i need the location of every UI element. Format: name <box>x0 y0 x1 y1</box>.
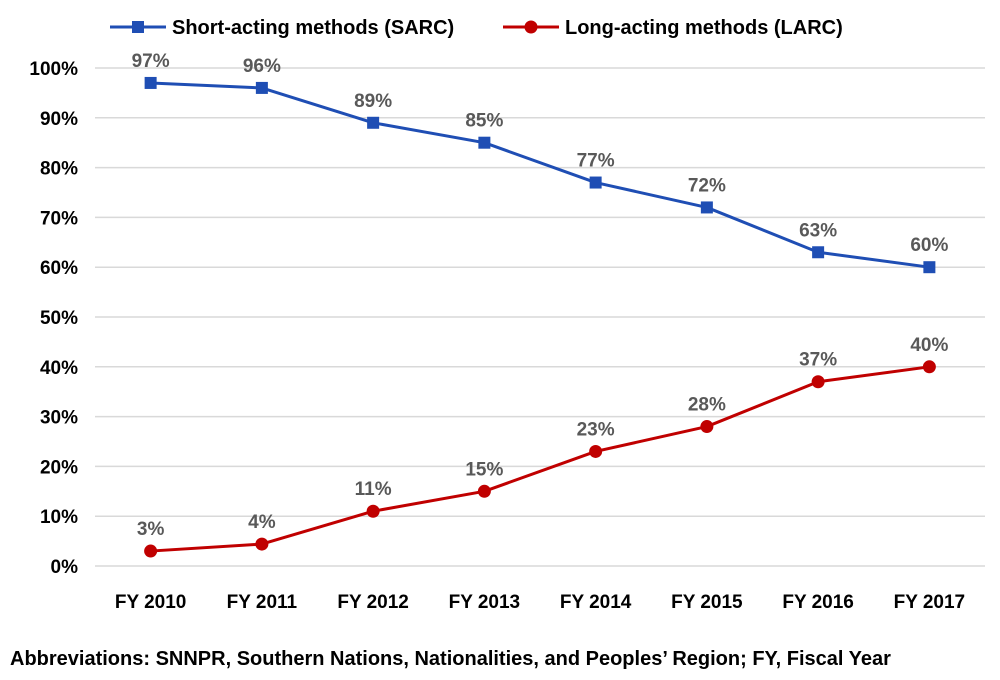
x-tick-label: FY 2012 <box>337 592 408 613</box>
legend-label: Long-acting methods (LARC) <box>565 17 843 39</box>
series-2: 3% 4% 11% 15% 23% 28% 37% 40% <box>137 335 948 558</box>
y-tick-label: 100% <box>29 59 78 80</box>
series-line <box>150 365 930 553</box>
data-label: 4% <box>248 512 276 533</box>
data-label: 63% <box>799 220 837 241</box>
data-point <box>812 246 825 259</box>
data-point <box>255 81 268 94</box>
data-point <box>477 484 491 498</box>
y-tick-label: 90% <box>40 109 78 130</box>
data-point <box>144 76 157 89</box>
y-tick-label: 30% <box>40 408 78 429</box>
y-tick-label: 70% <box>40 208 78 229</box>
data-point <box>255 537 269 551</box>
x-tick-label: FY 2017 <box>894 592 965 613</box>
series-1: 97% 96% 89% 85% 77% 72% 63% 60% <box>132 51 948 274</box>
data-label: 60% <box>910 235 948 256</box>
data-label: 37% <box>799 350 837 371</box>
x-axis-ticks: FY 2010 FY 2011 FY 2012 FY 2013 FY 2014 FY 20… <box>115 592 965 613</box>
data-point <box>923 261 936 274</box>
data-point <box>811 375 825 389</box>
legend-item: Short-acting methods (SARC) <box>110 17 454 39</box>
data-label: 85% <box>465 111 503 132</box>
data-point <box>367 116 380 129</box>
data-label: 97% <box>132 51 170 72</box>
x-tick-label: FY 2010 <box>115 592 186 613</box>
y-tick-label: 0% <box>51 557 79 578</box>
data-label: 72% <box>688 175 726 196</box>
legend-marker <box>132 21 144 33</box>
x-tick-label: FY 2014 <box>560 592 632 613</box>
data-label: 96% <box>243 56 281 77</box>
data-label: 28% <box>688 395 726 416</box>
legend-label: Short-acting methods (SARC) <box>172 17 454 39</box>
series-layer: 97% 96% 89% 85% 77% 72% 63% 60% 3% 4% 11% 15% 23% 28%… <box>132 51 948 558</box>
line-chart: 0% 10% 20% 30% 40% 50% 60% 70% 80% 90% 100% FY 201… <box>29 17 985 613</box>
y-tick-label: 20% <box>40 457 78 478</box>
series-line <box>150 81 930 269</box>
x-tick-label: FY 2016 <box>782 592 853 613</box>
y-tick-label: 60% <box>40 258 78 279</box>
legend-marker <box>524 20 538 34</box>
data-label: 15% <box>465 459 503 480</box>
data-label: 23% <box>577 419 615 440</box>
data-point <box>700 201 713 214</box>
data-point <box>589 444 603 458</box>
legend-item: Long-acting methods (LARC) <box>503 17 843 39</box>
data-point <box>922 360 936 374</box>
data-label: 3% <box>137 519 165 540</box>
data-label: 89% <box>354 91 392 112</box>
x-tick-label: FY 2015 <box>671 592 743 613</box>
x-tick-label: FY 2011 <box>227 592 298 613</box>
data-label: 40% <box>910 335 948 356</box>
y-tick-label: 50% <box>40 308 78 329</box>
x-tick-label: FY 2013 <box>449 592 520 613</box>
legend: Short-acting methods (SARC) Long-acting m… <box>110 17 843 39</box>
data-point <box>144 544 158 558</box>
footnote: Abbreviations: SNNPR, Southern Nations, … <box>10 648 891 670</box>
y-axis-ticks: 0% 10% 20% 30% 40% 50% 60% 70% 80% 90% 100% <box>29 59 78 578</box>
data-point <box>366 504 380 518</box>
y-tick-label: 10% <box>40 507 78 528</box>
data-label: 77% <box>577 151 615 172</box>
y-tick-label: 80% <box>40 159 78 180</box>
y-tick-label: 40% <box>40 358 78 379</box>
gridlines <box>95 67 985 567</box>
data-point <box>478 136 491 149</box>
data-point <box>589 176 602 189</box>
data-point <box>700 420 714 434</box>
data-label: 11% <box>355 479 392 500</box>
